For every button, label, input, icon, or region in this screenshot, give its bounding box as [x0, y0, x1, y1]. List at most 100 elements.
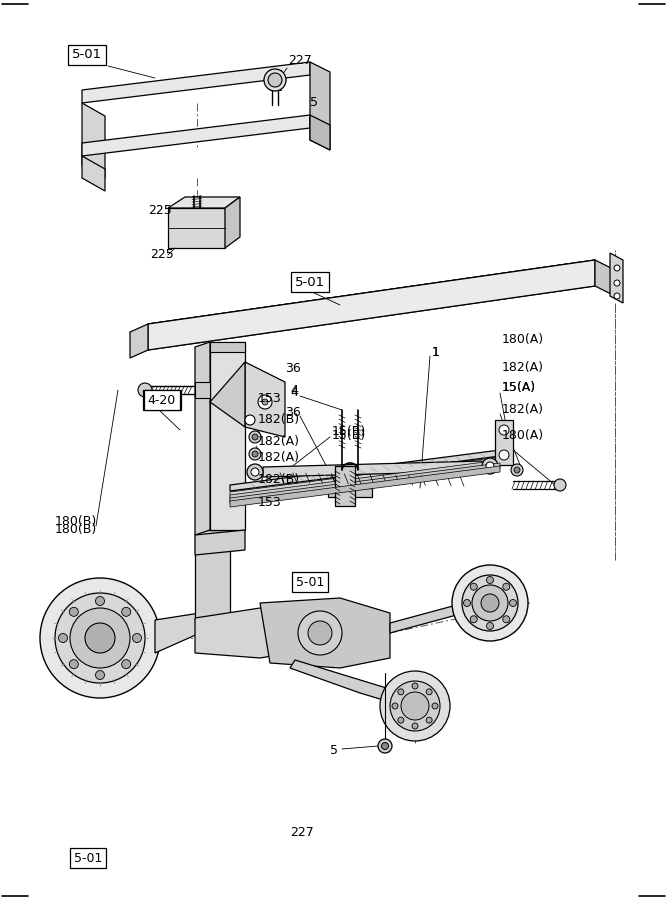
Text: 182(A): 182(A): [258, 452, 300, 464]
Circle shape: [40, 578, 160, 698]
Text: 5-01: 5-01: [74, 851, 102, 865]
Circle shape: [486, 462, 494, 470]
Circle shape: [470, 616, 477, 623]
Circle shape: [401, 692, 429, 720]
Text: 153: 153: [258, 496, 281, 508]
Circle shape: [264, 69, 286, 91]
Text: 4-20: 4-20: [148, 393, 176, 407]
Circle shape: [380, 671, 450, 741]
Polygon shape: [210, 342, 245, 530]
Circle shape: [55, 593, 145, 683]
Circle shape: [95, 597, 105, 606]
Polygon shape: [210, 362, 245, 427]
Polygon shape: [328, 488, 372, 497]
Text: 4: 4: [290, 383, 298, 397]
Text: 15(A): 15(A): [502, 382, 536, 394]
Circle shape: [390, 681, 440, 731]
Text: 5: 5: [330, 744, 338, 758]
Text: 182(A): 182(A): [502, 361, 544, 374]
Text: 5-01: 5-01: [295, 575, 324, 589]
Text: 182(B): 182(B): [258, 413, 300, 427]
Circle shape: [499, 425, 509, 435]
Polygon shape: [155, 613, 200, 653]
Circle shape: [262, 399, 268, 405]
Circle shape: [486, 623, 494, 629]
Circle shape: [614, 280, 620, 286]
Polygon shape: [230, 450, 500, 491]
Polygon shape: [195, 382, 210, 398]
Text: 180(A): 180(A): [502, 334, 544, 346]
Polygon shape: [390, 600, 475, 633]
Text: 15(B): 15(B): [332, 426, 366, 438]
Circle shape: [511, 464, 523, 476]
Circle shape: [398, 717, 404, 723]
Circle shape: [85, 623, 115, 653]
Polygon shape: [148, 260, 595, 334]
Polygon shape: [130, 324, 148, 358]
Circle shape: [426, 688, 432, 695]
Circle shape: [251, 468, 259, 476]
Circle shape: [392, 703, 398, 709]
Polygon shape: [148, 260, 595, 334]
Text: 5: 5: [310, 96, 318, 110]
Circle shape: [121, 608, 131, 616]
Text: 180(A): 180(A): [502, 428, 544, 442]
Polygon shape: [263, 461, 482, 477]
Text: 182(A): 182(A): [502, 403, 544, 417]
Circle shape: [247, 464, 263, 480]
Polygon shape: [230, 460, 500, 501]
Circle shape: [503, 616, 510, 623]
Text: 180(B): 180(B): [55, 516, 97, 528]
Polygon shape: [168, 197, 240, 208]
Circle shape: [412, 723, 418, 729]
Text: 36: 36: [285, 406, 301, 419]
Polygon shape: [225, 197, 240, 248]
Circle shape: [554, 479, 566, 491]
Polygon shape: [230, 463, 500, 504]
Circle shape: [614, 265, 620, 271]
Circle shape: [398, 688, 404, 695]
Polygon shape: [148, 278, 595, 350]
Circle shape: [382, 742, 388, 750]
Text: 5-01: 5-01: [72, 49, 102, 61]
Polygon shape: [290, 660, 420, 708]
Text: 182(A): 182(A): [258, 436, 300, 448]
Polygon shape: [260, 598, 390, 668]
Text: 227: 227: [288, 53, 311, 67]
Circle shape: [252, 451, 258, 457]
Text: 225: 225: [148, 203, 171, 217]
Polygon shape: [195, 342, 210, 535]
Circle shape: [486, 577, 494, 583]
Polygon shape: [245, 362, 285, 437]
Circle shape: [252, 434, 258, 440]
Text: 180(B): 180(B): [55, 524, 97, 536]
Circle shape: [95, 670, 105, 680]
Circle shape: [378, 739, 392, 753]
Circle shape: [69, 608, 78, 616]
Text: 182(B): 182(B): [258, 473, 300, 487]
Polygon shape: [610, 253, 623, 303]
Text: 15(A): 15(A): [502, 382, 536, 394]
Circle shape: [464, 599, 470, 607]
Circle shape: [514, 467, 520, 473]
Polygon shape: [148, 260, 595, 350]
Circle shape: [499, 450, 509, 460]
Circle shape: [462, 575, 518, 631]
Circle shape: [614, 293, 620, 299]
Circle shape: [503, 583, 510, 590]
Text: 4: 4: [290, 385, 298, 399]
Polygon shape: [82, 103, 105, 178]
Polygon shape: [230, 466, 500, 507]
Text: 227: 227: [290, 825, 313, 839]
Polygon shape: [495, 420, 513, 465]
Text: 36: 36: [285, 362, 301, 374]
Text: 1: 1: [432, 346, 440, 358]
Polygon shape: [82, 156, 105, 191]
Circle shape: [452, 565, 528, 641]
Circle shape: [298, 611, 342, 655]
Circle shape: [426, 717, 432, 723]
Circle shape: [510, 599, 516, 607]
Polygon shape: [310, 115, 330, 150]
Circle shape: [69, 660, 78, 669]
Circle shape: [481, 594, 499, 612]
